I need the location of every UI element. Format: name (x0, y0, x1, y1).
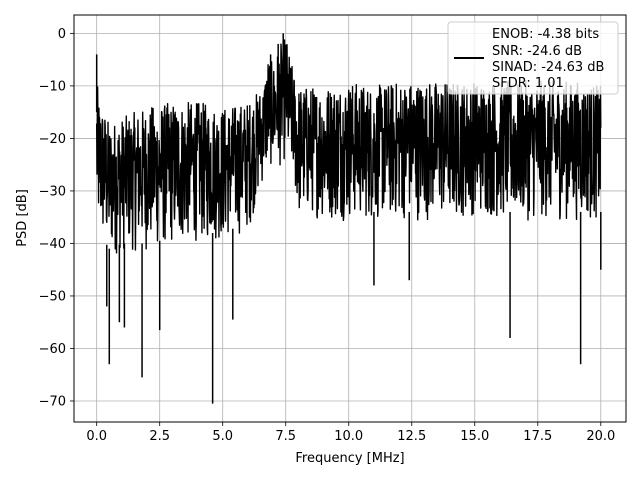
x-axis-label: Frequency [MHz] (295, 451, 404, 466)
x-tick-label: 2.5 (149, 429, 170, 444)
y-tick-label: −10 (39, 79, 66, 94)
legend-entry-sfdr: SFDR: 1.01 (492, 76, 564, 91)
x-tick-label: 20.0 (586, 429, 615, 444)
legend-entry-enob: ENOB: -4.38 bits (492, 27, 599, 42)
legend-entry-sinad: SINAD: -24.63 dB (492, 60, 604, 75)
legend-entry-snr: SNR: -24.6 dB (492, 44, 582, 59)
y-tick-label: −60 (39, 342, 66, 357)
y-tick-label: −30 (39, 184, 66, 199)
x-tick-label: 17.5 (523, 429, 552, 444)
y-tick-label: −50 (39, 289, 66, 304)
y-axis: 0 −10 −20 −30 −40 −50 −60 −70 (39, 27, 74, 409)
plot-frame (73, 14, 627, 423)
y-tick-label: −20 (39, 132, 66, 147)
y-axis-label: PSD [dB] (15, 189, 30, 247)
y-tick-label: −70 (39, 394, 66, 409)
legend: ENOB: -4.38 bits SNR: -24.6 dB SINAD: -2… (447, 21, 619, 95)
y-tick-label: −40 (39, 237, 66, 252)
legend-box (447, 21, 619, 95)
x-axis: 0.0 2.5 5.0 7.5 10.0 12.5 15.0 17.5 20.0 (86, 422, 615, 444)
x-tick-label: 15.0 (460, 429, 489, 444)
x-tick-label: 0.0 (86, 429, 107, 444)
x-tick-label: 7.5 (275, 429, 296, 444)
psd-trace (95, 39, 602, 254)
x-tick-label: 12.5 (397, 429, 426, 444)
x-tick-label: 5.0 (212, 429, 233, 444)
y-tick-label: 0 (58, 27, 66, 42)
x-tick-label: 10.0 (334, 429, 363, 444)
series-layer (95, 33, 602, 404)
